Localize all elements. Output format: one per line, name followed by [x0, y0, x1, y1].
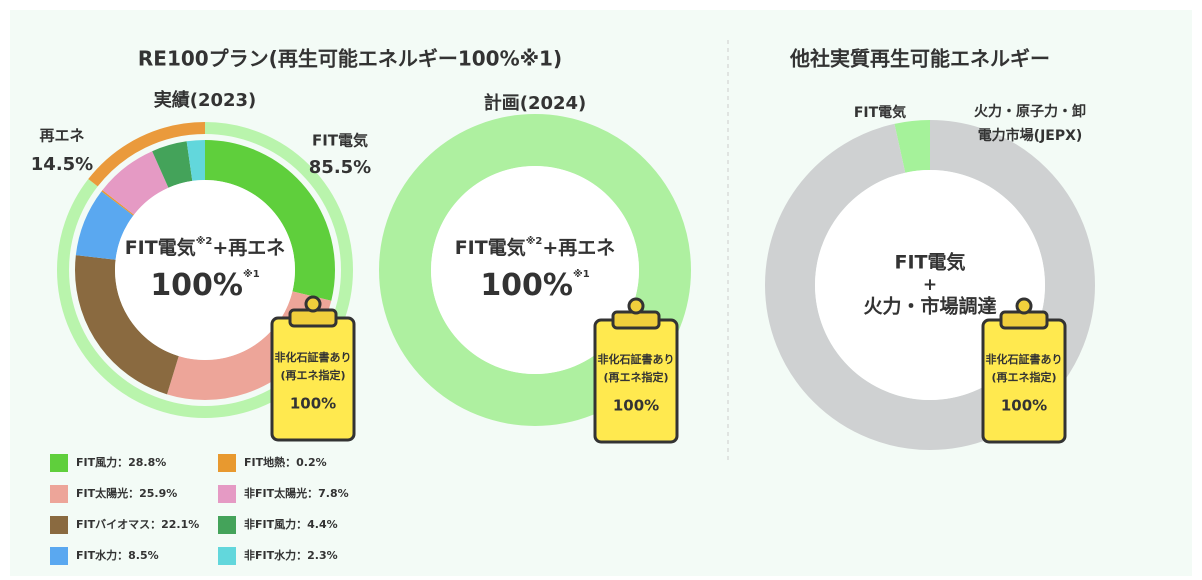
legend-swatch — [218, 454, 236, 472]
ring-segment — [75, 140, 335, 400]
legend-value: 4.4% — [307, 518, 338, 531]
chart-title: 計画(2024) — [484, 92, 587, 114]
ring-segment — [765, 120, 1095, 450]
legend-value: 22.1% — [161, 518, 199, 531]
center-label-text: FIT電気 — [125, 236, 196, 259]
center-label: FIT電気※2+再エネ — [125, 235, 286, 259]
legend-swatch — [50, 454, 68, 472]
legend-label: FIT地熱：0.2% — [244, 455, 327, 469]
legend-value: 28.8% — [128, 456, 166, 469]
legend-label: FITバイオマス：22.1% — [76, 518, 199, 531]
legend-sep: ： — [285, 456, 296, 469]
center-value: 100%※1 — [480, 268, 589, 303]
ring-segment — [57, 122, 353, 418]
legend-swatch — [50, 485, 68, 503]
legend-name: FITバイオマス — [76, 518, 150, 531]
legend-name: FIT地熱 — [244, 455, 285, 469]
badge-text: (再エネ指定) — [991, 370, 1056, 384]
center-label-text: +再エネ — [212, 237, 285, 259]
center-note: ※1 — [243, 268, 260, 280]
category-label: FIT電気 — [854, 104, 906, 121]
center-label: 火力・市場調達 — [863, 295, 996, 318]
center-label-text: +再エネ — [542, 237, 615, 259]
badge-clip-hole — [627, 297, 645, 315]
badge-value: 100% — [290, 395, 336, 413]
badge-text: 非化石証書あり — [986, 352, 1063, 366]
legend-name: 非FIT太陽光 — [244, 486, 307, 500]
legend-sep: ： — [128, 487, 139, 500]
ring-segment — [75, 140, 335, 400]
legend-name: FIT太陽光 — [76, 486, 128, 500]
center-label: + — [923, 275, 937, 295]
section-title: 他社実質再生可能エネルギー — [789, 47, 1050, 71]
legend-value: 0.2% — [296, 456, 327, 469]
legend-label: 非FIT風力：4.4% — [244, 517, 338, 531]
legend-label: FIT水力：8.5% — [76, 548, 159, 562]
ring-segment — [75, 140, 335, 400]
center-label-text: FIT電気 — [455, 236, 526, 259]
legend-swatch — [50, 547, 68, 565]
outer-label: 再エネ — [39, 127, 84, 145]
legend-value: 7.8% — [318, 487, 349, 500]
center-note: ※1 — [573, 268, 590, 280]
badge-value: 100% — [1001, 397, 1047, 415]
legend-swatch — [218, 516, 236, 534]
legend-value: 2.3% — [307, 549, 338, 562]
legend-swatch — [218, 485, 236, 503]
category-label: 火力・原子力・卸電力市場(JEPX) — [974, 104, 1086, 144]
badge-text: (再エネ指定) — [603, 370, 668, 384]
center-label: FIT電気※2+再エネ — [455, 235, 616, 259]
legend-sep: ： — [117, 456, 128, 469]
legend-sep: ： — [150, 518, 161, 531]
center-label: FIT電気 — [894, 251, 965, 274]
badge-clip-hole — [304, 295, 322, 313]
badge-text: 非化石証書あり — [598, 352, 675, 366]
legend-name: 非FIT水力 — [244, 548, 296, 562]
section-title: RE100プラン(再生可能エネルギー100%※1) — [138, 47, 562, 71]
center-value-text: 100% — [480, 268, 573, 303]
center-note: ※2 — [196, 235, 213, 247]
badge-text: 非化石証書あり — [275, 350, 352, 364]
legend-label: FIT風力：28.8% — [76, 455, 166, 469]
legend-name: FIT風力 — [76, 455, 117, 469]
legend-label: 非FIT水力：2.3% — [244, 548, 338, 562]
legend-swatch — [218, 547, 236, 565]
outer-label: FIT電気 — [312, 132, 368, 150]
legend-value: 25.9% — [139, 487, 177, 500]
legend-value: 8.5% — [128, 549, 159, 562]
badge-value: 100% — [613, 397, 659, 415]
badge-text: (再エネ指定) — [280, 368, 345, 382]
outer-value: 14.5% — [31, 154, 93, 175]
chart-title: 実績(2023) — [154, 89, 257, 111]
donut-hole — [431, 166, 639, 374]
legend-sep: ： — [117, 549, 128, 562]
legend-swatch — [50, 516, 68, 534]
ring-segment — [379, 114, 691, 426]
legend-label: 非FIT太陽光：7.8% — [244, 486, 349, 500]
center-value: 100%※1 — [150, 268, 259, 303]
center-note: ※2 — [526, 235, 543, 247]
outer-value: 85.5% — [309, 157, 371, 178]
legend-name: FIT水力 — [76, 548, 117, 562]
badge-clip-hole — [1015, 297, 1033, 315]
donut-hole — [115, 180, 295, 360]
legend-sep: ： — [296, 518, 307, 531]
legend-name: 非FIT風力 — [244, 517, 296, 531]
legend-label: FIT太陽光：25.9% — [76, 486, 177, 500]
center-value-text: 100% — [150, 268, 243, 303]
legend-sep: ： — [307, 487, 318, 500]
legend-sep: ： — [296, 549, 307, 562]
